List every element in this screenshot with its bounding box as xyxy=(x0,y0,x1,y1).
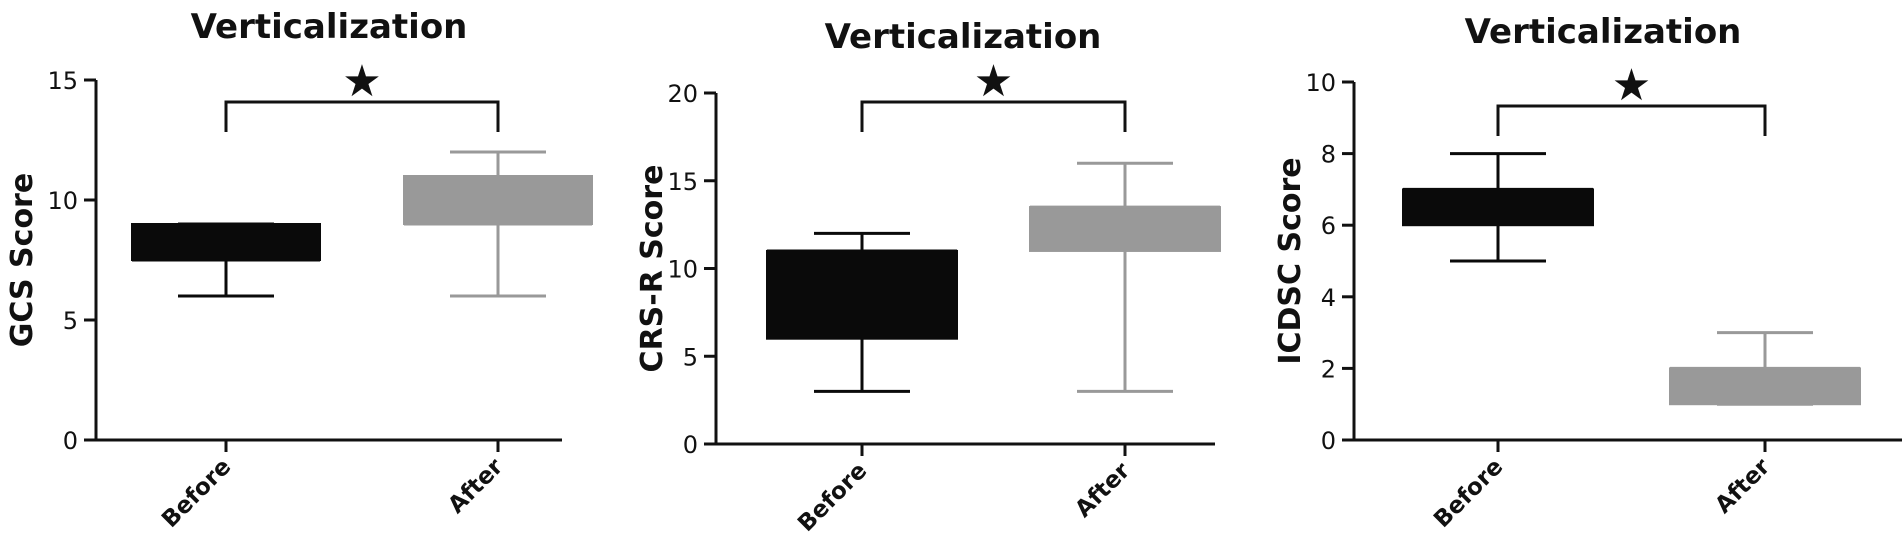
y-tick-label: 15 xyxy=(667,168,698,196)
y-tick-label: 0 xyxy=(683,431,698,459)
box-body xyxy=(131,223,321,261)
significance-bracket xyxy=(1496,104,1767,136)
y-tick-label: 0 xyxy=(1321,427,1336,455)
significance-star: ★ xyxy=(974,56,1013,107)
x-tick-label: Before xyxy=(1429,454,1508,533)
y-tick-label: 6 xyxy=(1321,212,1336,240)
chart-title: Verticalization xyxy=(1465,12,1742,52)
y-tick-label: 5 xyxy=(63,307,78,335)
box-body xyxy=(1669,367,1861,406)
significance-bracket xyxy=(860,100,1127,132)
box-before xyxy=(131,222,321,298)
box-body xyxy=(1029,206,1221,252)
y-axis-label: CRS-R Score xyxy=(635,165,670,373)
chart-panel-2: Verticalization CRS-R Score 0 5 10 15 20 Before… xyxy=(635,17,1221,537)
y-tick-label: 8 xyxy=(1321,141,1336,169)
y-axis-label: GCS Score xyxy=(5,173,40,347)
y-tick-label: 0 xyxy=(63,427,78,455)
y-axis-label: ICDSC Score xyxy=(1273,157,1308,364)
chart-panel-1: Verticalization GCS Score 0 5 10 15 Before Afte… xyxy=(5,7,593,533)
box-before xyxy=(1402,152,1594,263)
box-after xyxy=(403,150,593,298)
x-tick-label: Before xyxy=(793,458,872,537)
box-before xyxy=(766,231,958,393)
chart-panel-3: Verticalization ICDSC Score 0 2 4 6 8 10 Before A… xyxy=(1273,12,1902,533)
y-tick-label: 15 xyxy=(47,67,78,95)
y-tick-label: 20 xyxy=(667,80,698,108)
x-tick-label: Before xyxy=(157,454,236,533)
significance-star: ★ xyxy=(342,56,381,107)
box-after xyxy=(1029,161,1221,393)
y-tick-label: 4 xyxy=(1321,284,1336,312)
x-tick-label: After xyxy=(1070,457,1135,522)
y-tick-label: 10 xyxy=(47,187,78,215)
y-tick-label: 2 xyxy=(1321,355,1336,383)
chart-title: Verticalization xyxy=(191,7,468,47)
y-tick-label: 10 xyxy=(667,256,698,284)
box-after xyxy=(1669,331,1861,406)
chart-title: Verticalization xyxy=(825,17,1102,57)
significance-star: ★ xyxy=(1612,60,1651,111)
x-tick-label: After xyxy=(443,453,508,518)
x-tick-label: After xyxy=(1710,453,1775,518)
y-tick-label: 10 xyxy=(1305,69,1336,97)
box-body xyxy=(1402,188,1594,227)
significance-bracket xyxy=(224,100,500,132)
box-body xyxy=(403,175,593,225)
y-tick-label: 5 xyxy=(683,343,698,371)
box-body xyxy=(766,249,958,340)
